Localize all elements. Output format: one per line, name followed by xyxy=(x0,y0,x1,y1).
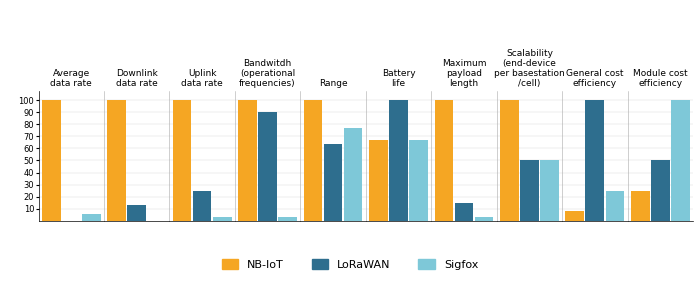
Title: Bandwitdh
(operational
frequencies): Bandwitdh (operational frequencies) xyxy=(239,59,296,88)
Bar xyxy=(475,217,493,221)
Bar xyxy=(304,100,322,221)
Bar xyxy=(410,140,428,221)
Bar xyxy=(323,143,342,221)
Bar xyxy=(606,191,624,221)
Legend: NB-IoT, LoRaWAN, Sigfox: NB-IoT, LoRaWAN, Sigfox xyxy=(217,255,483,275)
Bar xyxy=(82,213,101,221)
Bar xyxy=(238,100,257,221)
Bar xyxy=(369,140,388,221)
Bar xyxy=(107,100,126,221)
Bar xyxy=(585,100,604,221)
Bar xyxy=(389,100,408,221)
Title: Module cost
efficiency: Module cost efficiency xyxy=(633,69,687,88)
Bar xyxy=(258,112,277,221)
Bar xyxy=(500,100,519,221)
Bar xyxy=(671,100,690,221)
Title: Average
data rate: Average data rate xyxy=(50,69,92,88)
Title: Range: Range xyxy=(318,79,347,88)
Bar xyxy=(42,100,60,221)
Bar xyxy=(213,217,232,221)
Title: Maximum
payload
length: Maximum payload length xyxy=(442,59,486,88)
Title: Downlink
data rate: Downlink data rate xyxy=(116,69,158,88)
Title: General cost
efficiency: General cost efficiency xyxy=(566,69,624,88)
Bar xyxy=(540,160,559,221)
Bar xyxy=(127,205,146,221)
Bar xyxy=(173,100,191,221)
Bar xyxy=(279,217,297,221)
Title: Battery
life: Battery life xyxy=(382,69,415,88)
Title: Scalability
(end-device
per basestation
/cell): Scalability (end-device per basestation … xyxy=(494,49,565,88)
Bar xyxy=(344,128,363,221)
Bar xyxy=(520,160,539,221)
Bar xyxy=(651,160,670,221)
Bar xyxy=(566,211,584,221)
Bar xyxy=(435,100,453,221)
Title: Uplink
data rate: Uplink data rate xyxy=(181,69,223,88)
Bar xyxy=(631,191,650,221)
Bar xyxy=(454,203,473,221)
Bar xyxy=(193,191,211,221)
